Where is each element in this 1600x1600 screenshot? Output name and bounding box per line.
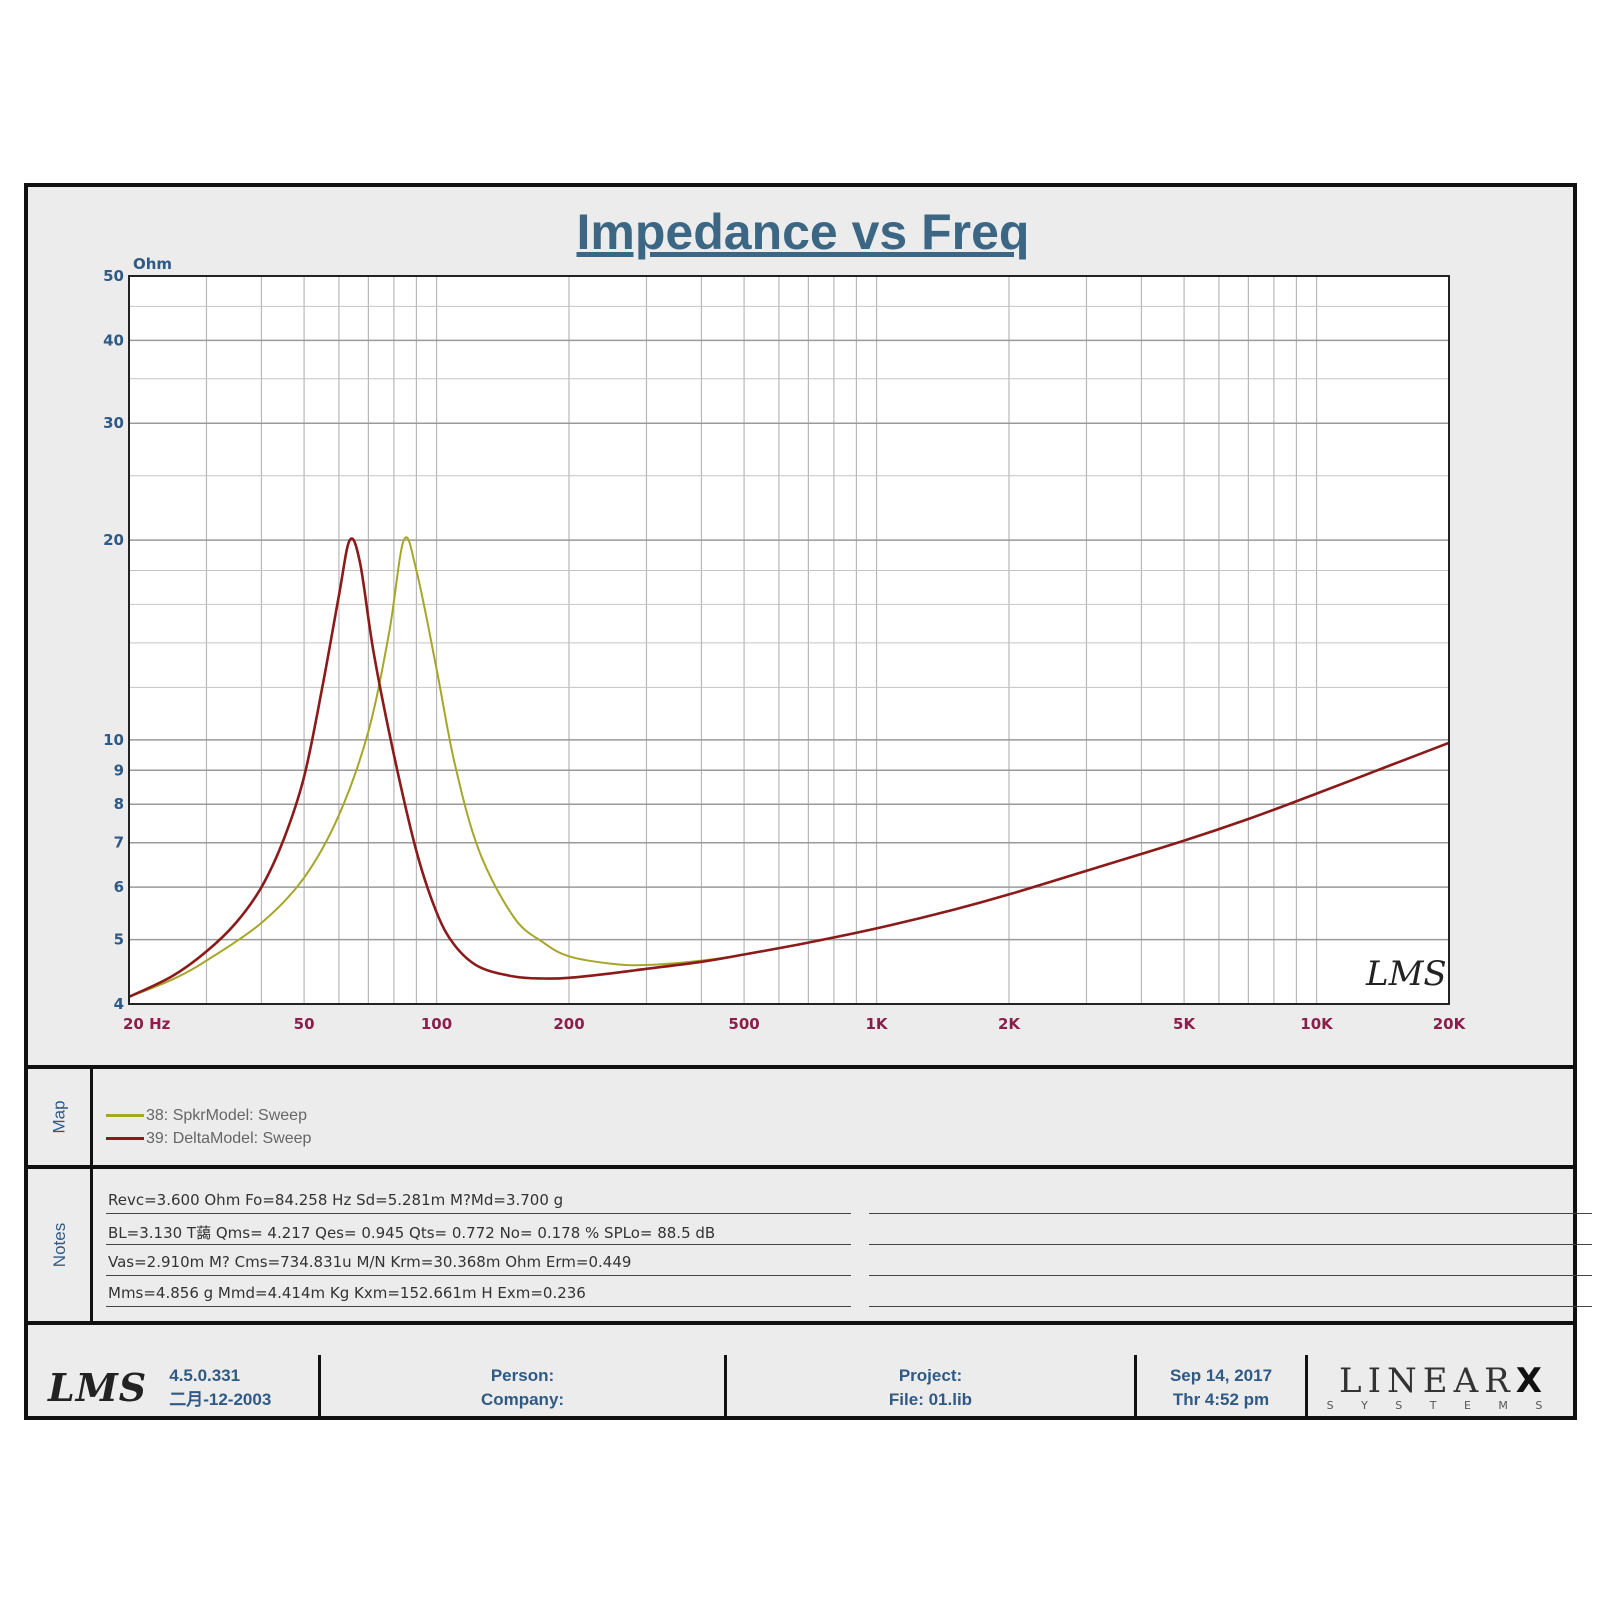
y-axis-unit-label: Ohm — [133, 255, 172, 273]
divider-notes-top — [28, 1165, 1573, 1169]
map-divider — [90, 1069, 93, 1165]
x-tick-label-100: 100 — [421, 1015, 452, 1033]
note-line-2-right — [869, 1244, 1592, 1245]
y-tick-label-9: 9 — [114, 761, 124, 779]
plot-section: Impedance vs Freq Ohm 20 Hz 50 100 200 500 1K… — [28, 187, 1573, 1093]
footer: LMS 4.5.0.331 二月-12-2003 Person: Company… — [28, 1355, 1573, 1420]
linearx-brand-main: LINEAR — [1339, 1360, 1516, 1401]
x-tick-label-200: 200 — [553, 1015, 584, 1033]
x-tick-label-5000: 5K — [1173, 1015, 1196, 1033]
y-tick-label-50: 50 — [103, 267, 124, 285]
x-tick-label-1000: 1K — [866, 1015, 889, 1033]
plot-area — [129, 276, 1449, 1004]
divider-footer-top — [28, 1321, 1573, 1325]
legend-swatch-deltamodel — [106, 1137, 144, 1140]
note-line-2: BL=3.130 T藹 Qms= 4.217 Qes= 0.945 Qts= 0… — [106, 1222, 851, 1245]
y-tick-label-5: 5 — [114, 931, 124, 949]
footer-divider-2 — [724, 1355, 727, 1420]
y-tick-label-20: 20 — [103, 531, 124, 549]
note-line-4-right — [869, 1306, 1592, 1307]
linearx-brand-sub: S Y S T E M S — [1326, 1398, 1555, 1412]
project-label: Project: — [898, 1365, 963, 1385]
tick-labels: 20 Hz 50 100 200 500 1K 2K 5K 10K 20K 4 5 6 7 8 9 10 20 30… — [103, 267, 1466, 1033]
footer-divider-1 — [318, 1355, 321, 1420]
note-line-1: Revc=3.600 Ohm Fo=84.258 Hz Sd=5.281m M?… — [106, 1191, 851, 1214]
x-tick-label-20: 20 Hz — [123, 1015, 171, 1033]
note-line-1-right — [869, 1213, 1592, 1214]
x-tick-label-20000: 20K — [1433, 1015, 1467, 1033]
linearx-brand-x: X — [1515, 1360, 1542, 1401]
footer-person-cell: Person: Company: — [321, 1355, 724, 1420]
footer-version-cell: LMS 4.5.0.331 二月-12-2003 — [28, 1355, 318, 1420]
note-line-3-right — [869, 1275, 1592, 1276]
notes-divider — [90, 1169, 93, 1321]
legend-label-spkrmodel: 38: SpkrModel: Sweep — [146, 1106, 307, 1124]
note-line-4: Mms=4.856 g Mmd=4.414m Kg Kxm=152.661m H… — [106, 1284, 851, 1307]
software-build-date: 二月-12-2003 — [169, 1389, 272, 1409]
company-label: Company: — [480, 1389, 565, 1409]
y-tick-label-8: 8 — [114, 795, 124, 813]
y-tick-label-10: 10 — [103, 731, 124, 749]
legend-item-spkrmodel: 38: SpkrModel: Sweep — [106, 1104, 311, 1127]
series-line-deltamodel — [128, 537, 1450, 999]
x-tick-label-10000: 10K — [1300, 1015, 1334, 1033]
y-tick-label-7: 7 — [114, 834, 124, 852]
x-tick-label-50: 50 — [294, 1015, 315, 1033]
footer-project-cell: Project: File: 01.lib — [727, 1355, 1134, 1420]
plot-border — [128, 275, 1450, 1005]
footer-divider-4 — [1305, 1355, 1308, 1420]
legend-label-deltamodel: 39: DeltaModel: Sweep — [146, 1129, 312, 1147]
y-tick-label-40: 40 — [103, 331, 124, 349]
map-side-label: Map — [49, 1100, 69, 1134]
lms-watermark: LMS — [1365, 954, 1447, 994]
y-tick-label-4: 4 — [114, 995, 124, 1013]
report-time: Thr 4:52 pm — [1172, 1389, 1270, 1409]
legend-item-deltamodel: 39: DeltaModel: Sweep — [106, 1127, 311, 1150]
report-date: Sep 14, 2017 — [1169, 1365, 1273, 1385]
notes-side-label: Notes — [49, 1222, 69, 1268]
legend: 38: SpkrModel: Sweep 39: DeltaModel: Swe… — [106, 1104, 311, 1150]
linearx-logo: LINEARX S Y S T E M S — [1308, 1355, 1573, 1420]
chart-title: Impedance vs Freq — [577, 204, 1030, 260]
file-label: File: 01.lib — [888, 1389, 973, 1409]
x-tick-label-500: 500 — [728, 1015, 759, 1033]
divider-map-top — [28, 1065, 1573, 1069]
y-tick-label-6: 6 — [114, 878, 124, 896]
legend-swatch-spkrmodel — [106, 1114, 144, 1117]
note-line-3: Vas=2.910m M? Cms=734.831u M/N Krm=30.36… — [106, 1253, 851, 1276]
software-version: 4.5.0.331 — [169, 1365, 241, 1385]
footer-date-cell: Sep 14, 2017 Thr 4:52 pm — [1137, 1355, 1305, 1420]
lms-logo: LMS — [48, 1364, 148, 1410]
y-tick-label-30: 30 — [103, 414, 124, 432]
impedance-chart: Impedance vs Freq Ohm 20 Hz 50 100 200 500 1K… — [103, 204, 1466, 1033]
footer-divider-3 — [1134, 1355, 1137, 1420]
grid — [128, 275, 1449, 1005]
x-tick-label-2000: 2K — [998, 1015, 1021, 1033]
series-lines — [128, 536, 1450, 999]
report-frame: Impedance vs Freq Ohm 20 Hz 50 100 200 500 1K… — [24, 183, 1592, 1420]
person-label: Person: — [490, 1365, 555, 1385]
